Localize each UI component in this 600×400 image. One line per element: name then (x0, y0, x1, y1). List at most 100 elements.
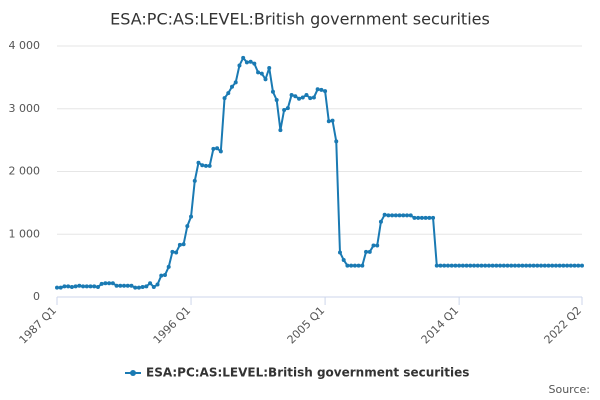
point (62, 284, 67, 289)
point (378, 219, 383, 224)
point (512, 263, 517, 268)
x-tick-label: 1996 Q1 (151, 304, 194, 347)
point (99, 281, 104, 286)
point (568, 263, 573, 268)
point (330, 118, 335, 123)
point (92, 284, 97, 289)
point (300, 95, 305, 100)
point (382, 212, 387, 217)
chart-title: ESA:PC:AS:LEVEL:British government secur… (110, 10, 490, 29)
point (423, 215, 428, 220)
point (270, 89, 275, 94)
point (524, 263, 529, 268)
point (151, 284, 156, 289)
point (479, 263, 484, 268)
point (285, 106, 290, 111)
point (405, 213, 409, 218)
point (73, 284, 78, 289)
point (293, 94, 298, 99)
legend-label: ESA:PC:AS:LEVEL:British government secur… (146, 366, 469, 380)
point (259, 71, 264, 76)
point (386, 213, 391, 218)
point (244, 60, 249, 65)
point (230, 84, 234, 89)
point (144, 284, 149, 289)
point (516, 263, 521, 268)
point (401, 213, 406, 218)
point (289, 92, 294, 97)
point (95, 284, 100, 289)
point (237, 63, 242, 68)
point (170, 249, 175, 254)
point (211, 146, 216, 151)
x-tick-label: 2014 Q1 (419, 304, 462, 347)
point (483, 263, 488, 268)
point (375, 243, 380, 248)
point (107, 281, 112, 286)
point (136, 285, 141, 290)
point (274, 97, 279, 102)
point (233, 80, 238, 85)
point (162, 273, 167, 278)
point (133, 285, 138, 290)
point (475, 263, 480, 268)
point (207, 163, 212, 168)
point (196, 160, 201, 165)
point (501, 263, 506, 268)
point (442, 263, 447, 268)
point (241, 55, 246, 60)
point (535, 263, 540, 268)
point (490, 263, 495, 268)
point (505, 263, 510, 268)
point (200, 163, 205, 168)
point (58, 285, 63, 290)
y-tick-label: 4 000 (9, 39, 41, 52)
point (114, 283, 119, 288)
x-tick-label: 2022 Q2 (542, 304, 585, 347)
point (572, 263, 577, 268)
point (155, 282, 160, 287)
point (494, 263, 499, 268)
point (393, 213, 398, 218)
point (542, 263, 547, 268)
point (576, 263, 581, 268)
point (189, 214, 194, 219)
point (226, 91, 231, 96)
point (248, 59, 253, 64)
point (337, 250, 342, 255)
y-tick-label: 3 000 (9, 102, 41, 115)
point (159, 273, 164, 278)
y-tick-label: 2 000 (9, 165, 41, 178)
point (311, 95, 316, 100)
point (397, 213, 402, 218)
point (81, 284, 86, 289)
point (267, 65, 272, 70)
point (88, 284, 93, 289)
point (352, 263, 357, 268)
y-tick-label: 0 (33, 290, 40, 303)
point (360, 263, 365, 268)
point (326, 119, 331, 124)
point (177, 242, 182, 247)
point (181, 242, 186, 247)
point (453, 263, 458, 268)
point (148, 281, 153, 286)
source: Source: (549, 383, 591, 396)
point (308, 96, 313, 101)
point (364, 249, 369, 254)
point (140, 284, 145, 289)
point (77, 283, 82, 288)
point (185, 224, 190, 229)
point (457, 263, 462, 268)
point (527, 263, 532, 268)
point (203, 163, 208, 168)
point (174, 250, 179, 255)
point (66, 284, 71, 289)
point (55, 285, 59, 290)
point (468, 263, 473, 268)
y-tick-label: 1 000 (9, 227, 41, 240)
point (434, 263, 439, 268)
point (218, 149, 223, 154)
point (460, 263, 465, 268)
